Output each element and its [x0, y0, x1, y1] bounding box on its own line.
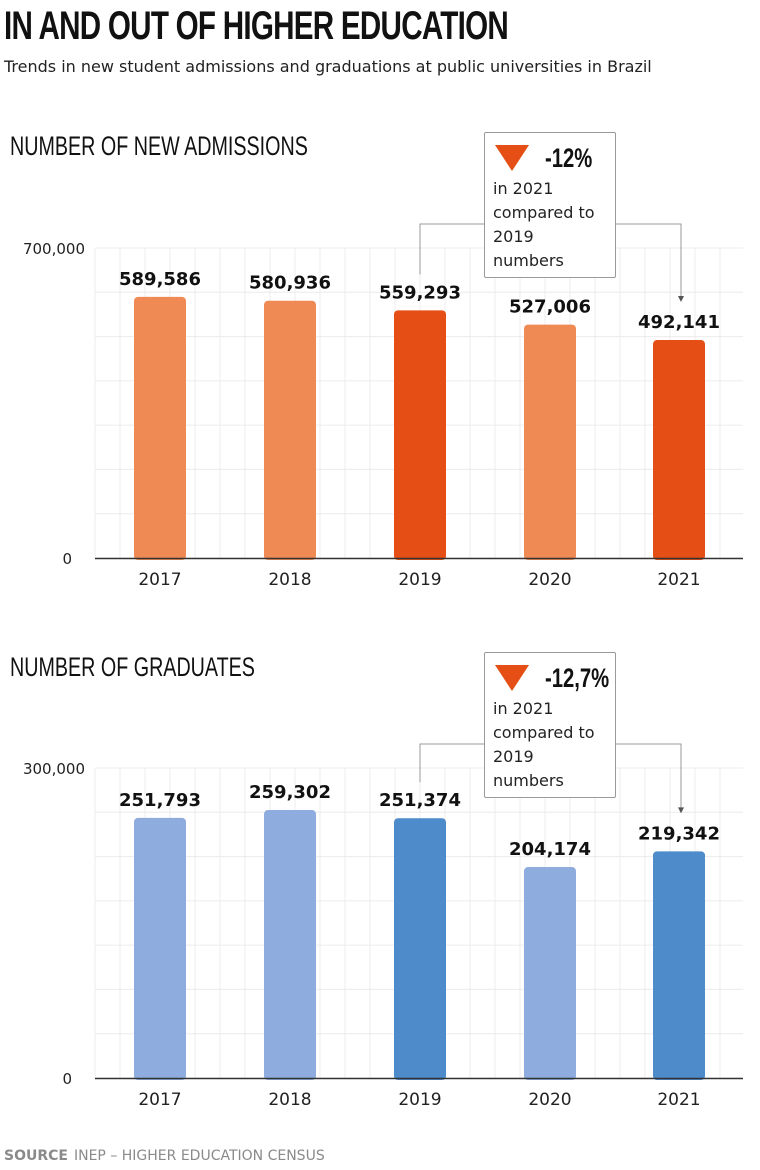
graduates-change-callout: -12,7% in 2021 compared to 2019 numbers — [484, 652, 616, 798]
connector-arrowhead — [678, 296, 684, 303]
y-tick-label: 700,000 — [23, 240, 85, 258]
bar-value-label: 251,374 — [379, 790, 461, 811]
bar-value-label: 559,293 — [379, 282, 461, 303]
graduates-bar-chart: 0 300,000 251,793 2017 259,302 2018 251,374 201… — [23, 743, 743, 1110]
graduates-change-percent: -12,7% — [545, 662, 610, 693]
x-tick-label: 2018 — [268, 1090, 311, 1110]
admissions-bar-chart: 0 700,000 589,586 2017 580,936 2018 559,293 201… — [23, 223, 743, 590]
bar-value-label: 589,586 — [119, 269, 201, 290]
page-title: IN AND OUT OF HIGHER EDUCATION — [4, 4, 509, 48]
graduates-chart-title: NUMBER OF GRADUATES — [10, 652, 255, 682]
bar — [394, 310, 446, 560]
bar — [653, 851, 705, 1080]
admissions-change-percent: -12% — [545, 142, 593, 173]
page-subtitle: Trends in new student admissions and gra… — [4, 57, 652, 76]
bar — [134, 296, 186, 560]
y-tick-label: 300,000 — [23, 760, 85, 778]
admissions-change-callout: -12% in 2021 compared to 2019 numbers — [484, 132, 616, 278]
x-tick-label: 2021 — [657, 1090, 700, 1110]
x-tick-label: 2019 — [398, 1090, 441, 1110]
callout-line: in 2021 — [493, 699, 554, 718]
bar-value-label: 251,793 — [119, 790, 201, 811]
admissions-chart-title: NUMBER OF NEW ADMISSIONS — [10, 131, 308, 161]
x-tick-label: 2017 — [138, 570, 181, 590]
bar-value-label: 492,141 — [638, 312, 720, 333]
callout-line: compared to — [493, 723, 595, 742]
bar — [524, 324, 576, 560]
bar — [653, 340, 705, 560]
bar — [394, 818, 446, 1080]
bar-value-label: 219,342 — [638, 823, 720, 844]
callout-line: compared to — [493, 203, 595, 222]
callout-line: 2019 numbers — [493, 227, 564, 270]
x-tick-label: 2020 — [528, 1090, 571, 1110]
y-tick-label: 0 — [62, 550, 72, 568]
y-tick-label: 0 — [62, 1070, 72, 1088]
bar — [134, 817, 186, 1080]
x-tick-label: 2018 — [268, 570, 311, 590]
source-label: SOURCE — [4, 1148, 68, 1164]
x-tick-label: 2021 — [657, 570, 700, 590]
callout-line: 2019 numbers — [493, 747, 564, 790]
bar-value-label: 259,302 — [249, 782, 331, 803]
bar-value-label: 204,174 — [509, 839, 591, 860]
x-tick-label: 2020 — [528, 570, 571, 590]
bar-value-label: 527,006 — [509, 297, 591, 318]
source-text: INEP – HIGHER EDUCATION CENSUS — [73, 1148, 325, 1164]
down-triangle-icon — [495, 665, 529, 691]
bar — [524, 867, 576, 1080]
x-tick-label: 2017 — [138, 1090, 181, 1110]
connector-arrowhead — [678, 807, 684, 814]
x-tick-label: 2019 — [398, 570, 441, 590]
down-triangle-icon — [495, 145, 529, 171]
source-note: SOURCE INEP – HIGHER EDUCATION CENSUS — [4, 1148, 325, 1164]
bar-value-label: 580,936 — [249, 273, 331, 294]
bar — [264, 300, 316, 560]
callout-line: in 2021 — [493, 179, 554, 198]
bar — [264, 810, 316, 1080]
